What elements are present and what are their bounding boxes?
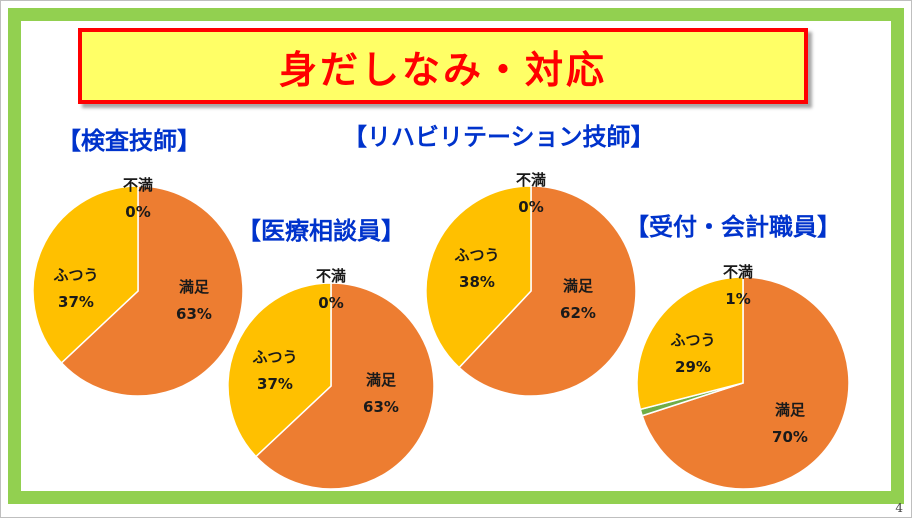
data-label-reha-0-name: 満足 xyxy=(563,277,594,295)
pie-slice-reha-1 xyxy=(425,185,532,369)
data-label-iryo-0-name: 満足 xyxy=(366,371,397,389)
chart-title-iryo: 【医療相談員】 xyxy=(237,217,405,245)
data-label-kensa-0-value: 63% xyxy=(176,305,212,323)
page-number: 4 xyxy=(895,501,903,515)
chart-title-reha: 【リハビリテーション技師】 xyxy=(343,123,655,151)
data-label-kensa-1-name: ふつう xyxy=(53,266,98,284)
data-label-iryo-1-value: 37% xyxy=(257,375,293,393)
slide-title: 身だしなみ・対応 xyxy=(278,47,607,92)
data-label-reha-2-value: 0% xyxy=(518,198,543,216)
data-label-reha-0-value: 62% xyxy=(560,304,596,322)
data-label-uketsuke-2-name: 不満 xyxy=(723,263,753,281)
data-label-iryo-1-name: ふつう xyxy=(252,348,297,366)
data-label-reha-2-name: 不満 xyxy=(516,171,546,189)
pie-slice-uketsuke-0 xyxy=(641,276,850,490)
chart-title-kensa: 【検査技師】 xyxy=(57,127,201,155)
data-label-uketsuke-1-name: ふつう xyxy=(670,331,715,349)
pie-slice-kensa-0 xyxy=(60,185,244,397)
pie-slice-kensa-1 xyxy=(32,185,139,364)
data-label-uketsuke-1-value: 29% xyxy=(675,358,711,376)
data-label-iryo-0-value: 63% xyxy=(363,398,399,416)
data-label-kensa-2-value: 0% xyxy=(125,203,150,221)
data-label-iryo-2-name: 不満 xyxy=(316,267,346,285)
data-label-kensa-1-value: 37% xyxy=(58,293,94,311)
pie-slice-reha-0 xyxy=(458,185,637,397)
data-label-iryo-2-value: 0% xyxy=(318,294,343,312)
data-label-kensa-2-name: 不満 xyxy=(123,176,153,194)
data-label-uketsuke-0-name: 満足 xyxy=(775,401,806,419)
pie-slice-iryo-0 xyxy=(254,282,435,490)
pie-slice-uketsuke-1 xyxy=(636,276,744,411)
title-banner: 身だしなみ・対応 xyxy=(78,28,808,104)
data-label-reha-1-value: 38% xyxy=(459,273,495,291)
data-label-uketsuke-2-value: 1% xyxy=(725,290,750,308)
pie-slice-iryo-1 xyxy=(227,282,332,458)
chart-title-uketsuke: 【受付・会計職員】 xyxy=(625,213,841,241)
data-label-reha-1-name: ふつう xyxy=(454,246,499,264)
data-label-kensa-0-name: 満足 xyxy=(179,278,210,296)
data-label-uketsuke-0-value: 70% xyxy=(772,428,808,446)
